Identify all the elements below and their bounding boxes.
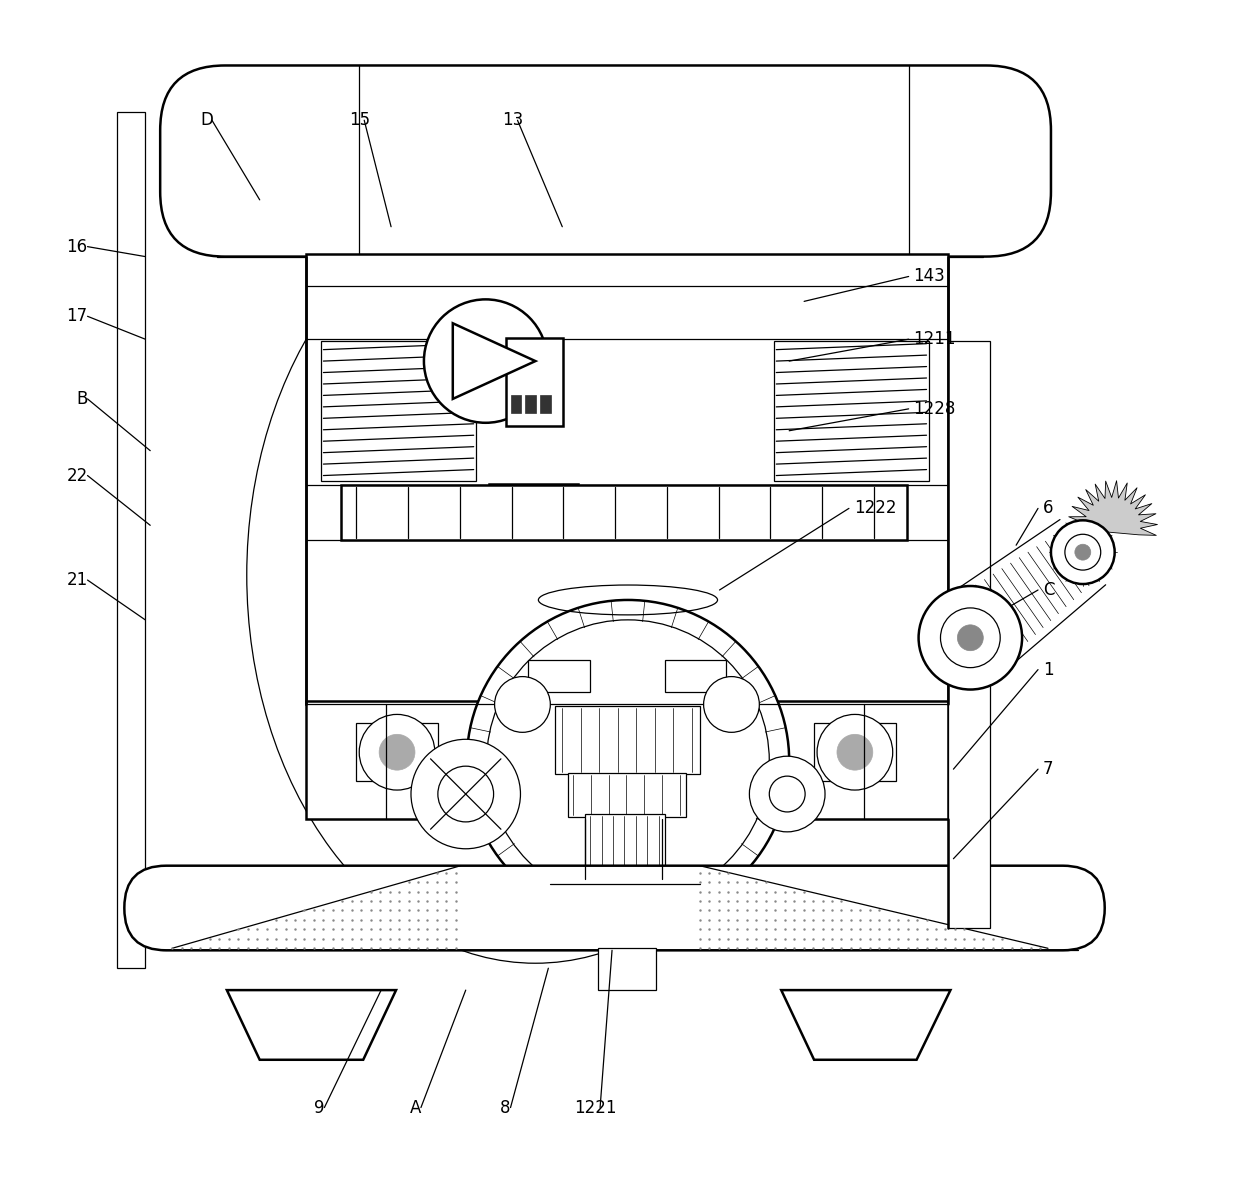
- Circle shape: [1052, 520, 1115, 584]
- Text: 1: 1: [1043, 661, 1054, 678]
- Text: 17: 17: [67, 307, 88, 326]
- Bar: [118, 112, 145, 969]
- Text: 22: 22: [66, 466, 88, 485]
- Bar: [556, 707, 699, 774]
- Circle shape: [957, 625, 983, 650]
- Polygon shape: [1068, 480, 1157, 538]
- Bar: [568, 773, 686, 817]
- Bar: [506, 339, 563, 426]
- Circle shape: [495, 676, 551, 733]
- Text: 21: 21: [66, 571, 88, 589]
- Circle shape: [1075, 544, 1091, 560]
- Bar: [341, 485, 906, 540]
- Text: 6: 6: [1043, 499, 1054, 517]
- Text: 7: 7: [1043, 760, 1054, 778]
- Text: 15: 15: [348, 111, 370, 130]
- Text: 9: 9: [314, 1099, 325, 1116]
- Bar: [511, 395, 522, 413]
- Text: 1221: 1221: [574, 1099, 616, 1116]
- Circle shape: [486, 620, 769, 903]
- Circle shape: [424, 300, 547, 422]
- Text: 8: 8: [500, 1099, 511, 1116]
- Circle shape: [410, 740, 521, 848]
- Bar: [489, 484, 578, 538]
- Bar: [585, 814, 665, 879]
- Text: 1211: 1211: [914, 330, 956, 348]
- Circle shape: [438, 766, 494, 822]
- Circle shape: [817, 714, 893, 791]
- FancyBboxPatch shape: [124, 866, 1105, 950]
- Circle shape: [837, 734, 873, 771]
- Bar: [321, 341, 476, 480]
- Bar: [815, 723, 895, 781]
- Circle shape: [360, 714, 435, 791]
- Circle shape: [466, 599, 789, 923]
- Circle shape: [749, 756, 825, 832]
- Circle shape: [940, 608, 1001, 668]
- Bar: [949, 341, 991, 929]
- Text: C: C: [1043, 581, 1054, 599]
- Bar: [774, 341, 929, 480]
- Bar: [306, 701, 949, 819]
- Bar: [528, 660, 590, 691]
- Bar: [665, 660, 727, 691]
- Circle shape: [919, 586, 1022, 689]
- Text: B: B: [76, 389, 88, 408]
- Text: 1222: 1222: [854, 499, 897, 517]
- Bar: [598, 949, 656, 990]
- Bar: [356, 723, 438, 781]
- Text: D: D: [201, 111, 213, 130]
- Circle shape: [769, 776, 805, 812]
- Bar: [306, 254, 949, 704]
- Bar: [541, 395, 552, 413]
- Circle shape: [379, 734, 415, 771]
- Text: 143: 143: [914, 268, 945, 286]
- Text: 16: 16: [67, 237, 88, 256]
- Bar: [526, 395, 537, 413]
- Text: A: A: [410, 1099, 422, 1116]
- Text: 13: 13: [502, 111, 523, 130]
- Circle shape: [703, 676, 759, 733]
- Circle shape: [1065, 535, 1101, 570]
- Text: 1228: 1228: [914, 400, 956, 418]
- FancyBboxPatch shape: [160, 65, 1052, 256]
- Polygon shape: [453, 323, 536, 399]
